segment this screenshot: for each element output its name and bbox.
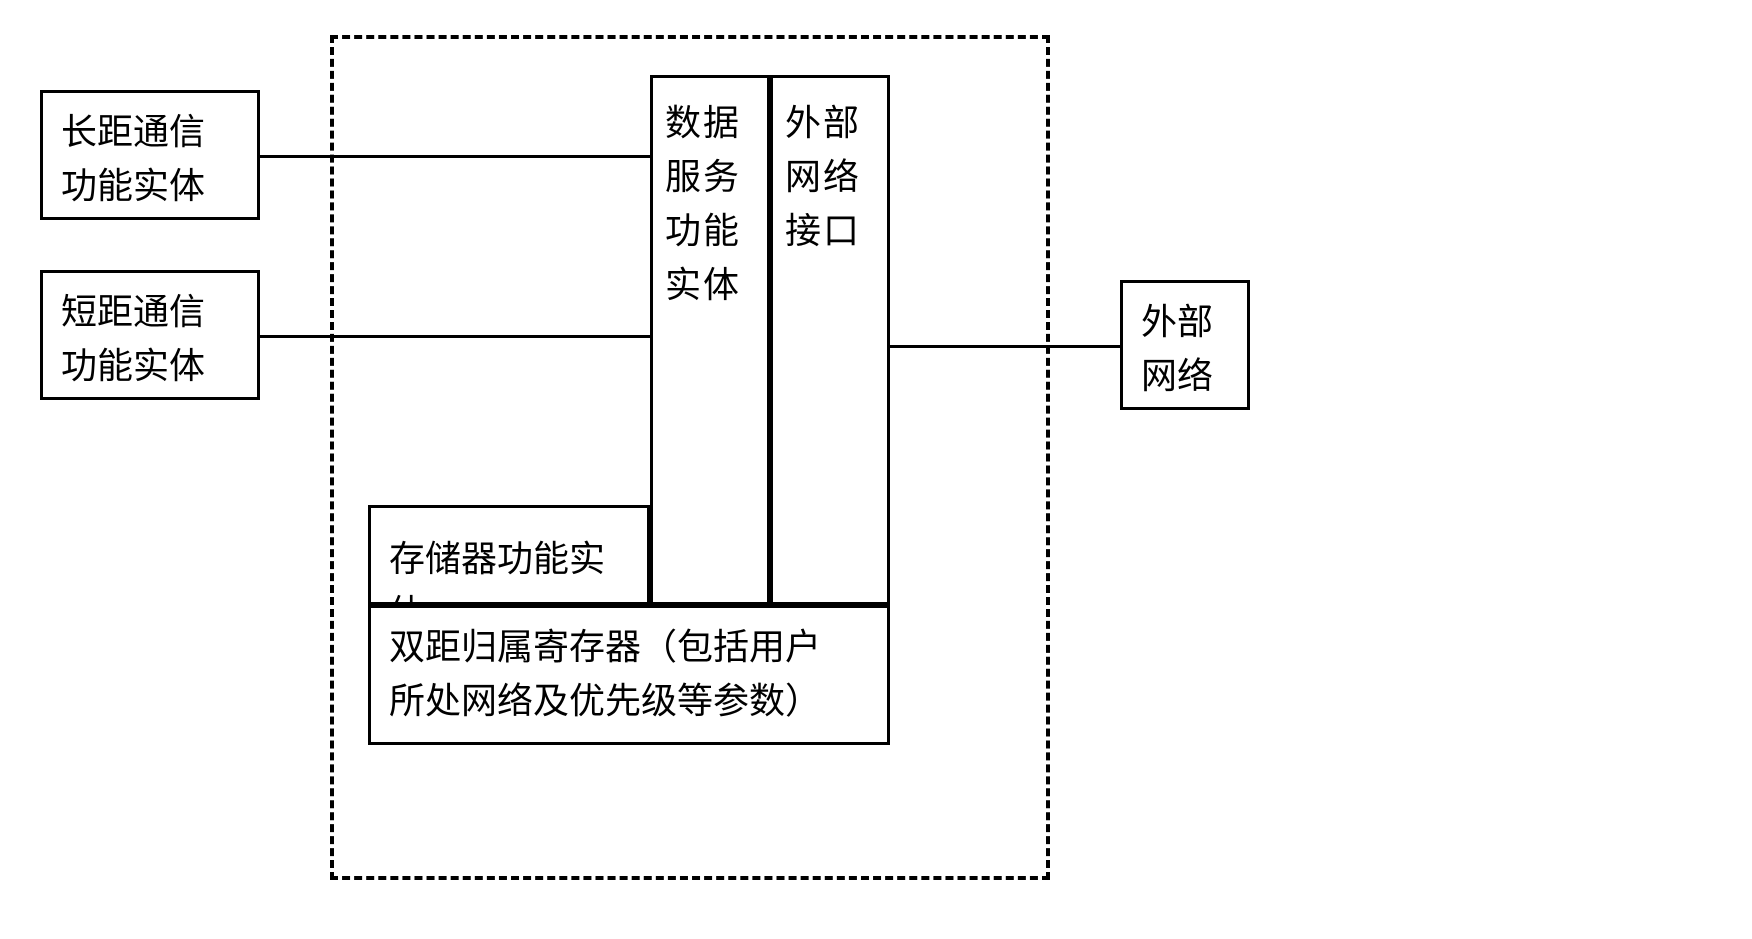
external-interface-box: 外部 网络 接口: [770, 75, 890, 605]
register-label: 双距归属寄存器（包括用户 所处网络及优先级等参数）: [389, 620, 821, 728]
edge-longrange-to-dataservice: [260, 155, 650, 158]
external-network-label: 外部 网络: [1141, 295, 1213, 403]
edge-shortrange-to-dataservice: [260, 335, 650, 338]
external-network-box: 外部 网络: [1120, 280, 1250, 410]
data-service-entity-label: 数据 服务 功能 实体: [665, 96, 755, 312]
external-interface-label: 外部 网络 接口: [785, 96, 875, 258]
block-diagram: 长距通信 功能实体 短距通信 功能实体 数据 服务 功能 实体 外部 网络 接口…: [0, 0, 1752, 939]
edge-interface-to-externalnetwork: [890, 345, 1120, 348]
register-box: 双距归属寄存器（包括用户 所处网络及优先级等参数）: [368, 605, 890, 745]
short-range-comm-label: 短距通信 功能实体: [61, 285, 205, 393]
data-service-entity-box: 数据 服务 功能 实体: [650, 75, 770, 605]
long-range-comm-label: 长距通信 功能实体: [61, 105, 205, 213]
memory-entity-box: 存储器功能实体: [368, 505, 650, 605]
short-range-comm-box: 短距通信 功能实体: [40, 270, 260, 400]
long-range-comm-box: 长距通信 功能实体: [40, 90, 260, 220]
